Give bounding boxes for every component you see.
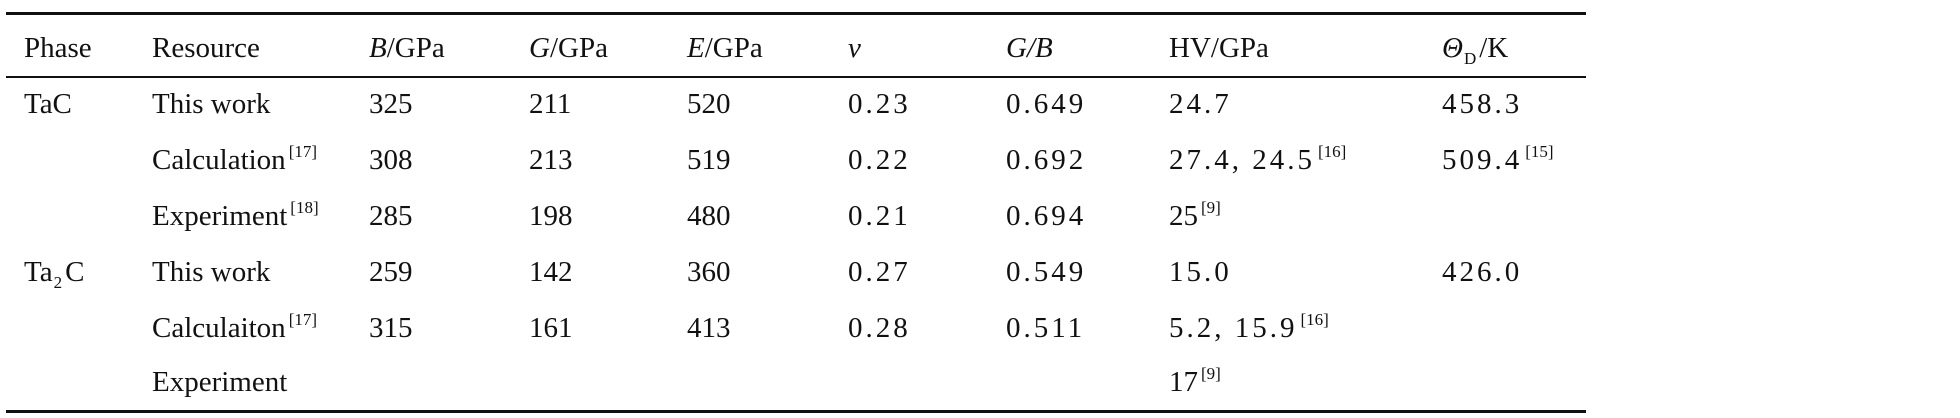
header-resource: Resource [152,32,260,64]
cell-poisson-ratio: 0.23 [848,88,911,120]
header-theta-unit: /K [1479,32,1509,64]
header-hardness: HV/GPa [1169,32,1269,64]
resource-citation: [17] [288,310,318,329]
table-bottom-rule [6,410,1586,413]
cell-bulk-modulus: 315 [369,312,413,344]
cell-g-over-b: 0.694 [1006,200,1087,232]
cell-hardness: 25 [9] [1169,188,1221,244]
cell-resource: Calculation [17] [152,132,317,188]
cell-young-modulus: 519 [687,144,731,176]
cell-poisson-ratio: 0.22 [848,144,911,176]
cell-young-modulus: 360 [687,256,731,288]
cell-hardness: 5.2, 15.9 [16] [1169,300,1329,356]
hardness-citation: [16] [1300,310,1329,329]
cell-g-over-b: 0.511 [1006,312,1086,344]
cell-poisson-ratio: 0.28 [848,312,911,344]
resource-text: Experiment [152,200,288,232]
debye-citation: [15] [1525,142,1554,161]
cell-debye-temperature: 426.0 [1442,256,1523,288]
cell-debye-temperature: 509.4 [15] [1442,132,1554,188]
header-young-modulus: E/GPa [687,20,763,76]
header-g-symbol: G [529,32,550,64]
header-b-unit: /GPa [386,32,445,64]
hardness-text: 5.2, 15.9 [1169,312,1298,344]
cell-resource: This work [152,88,271,120]
cell-poisson-ratio: 0.21 [848,200,911,232]
header-theta-symbol: Θ [1442,32,1463,64]
header-g-unit: /GPa [549,32,608,64]
debye-text: 509.4 [1442,144,1523,176]
cell-phase: TaC [24,88,72,120]
cell-g-over-b: 0.649 [1006,88,1087,120]
cell-resource: This work [152,256,271,288]
cell-bulk-modulus: 259 [369,256,413,288]
table-row: Ta2 C This work 259 142 360 0.27 0.549 15… [6,244,1586,300]
cell-poisson-ratio: 0.27 [848,256,911,288]
cell-resource: Calculaiton [17] [152,300,317,356]
table-row: Calculaiton [17] 315 161 413 0.28 0.511 5… [6,300,1586,356]
cell-phase: Ta2 C [24,244,84,300]
header-poisson-ratio: ν [848,32,861,64]
cell-bulk-modulus: 308 [369,144,413,176]
cell-young-modulus: 413 [687,312,731,344]
cell-shear-modulus: 211 [529,88,572,120]
table-top-rule [6,12,1586,15]
cell-young-modulus: 520 [687,88,731,120]
header-shear-modulus: G/GPa [529,20,608,76]
hardness-citation: [16] [1318,142,1347,161]
cell-resource: Experiment [18] [152,188,319,244]
cell-hardness: 17 [9] [1169,354,1221,410]
cell-shear-modulus: 198 [529,200,573,232]
header-bulk-modulus: B/GPa [369,20,445,76]
header-debye-temperature: ΘD/K [1442,20,1508,76]
hardness-citation: [9] [1201,364,1221,383]
phase-subscript: 2 [53,273,63,292]
cell-hardness: 27.4, 24.5 [16] [1169,132,1346,188]
table-row: TaC This work 325 211 520 0.23 0.649 24.… [6,76,1586,132]
header-g-over-b: G/B [1006,32,1053,64]
hardness-citation: [9] [1201,198,1221,217]
cell-debye-temperature: 458.3 [1442,88,1523,120]
table-row: Experiment 17 [9] [6,354,1586,410]
cell-g-over-b: 0.692 [1006,144,1087,176]
table-row: Calculation [17] 308 213 519 0.22 0.692 2… [6,132,1586,188]
header-e-unit: /GPa [704,32,763,64]
header-phase: Phase [24,32,92,64]
hardness-text: 25 [1169,200,1198,232]
cell-shear-modulus: 213 [529,144,573,176]
table-header-rule [6,76,1586,78]
resource-citation: [18] [290,198,319,217]
phase-base: Ta [24,256,53,288]
resource-text: Calculation [152,144,286,176]
table-row: Experiment [18] 285 198 480 0.21 0.694 25… [6,188,1586,244]
cell-hardness: 15.0 [1169,256,1232,288]
cell-resource: Experiment [152,366,288,398]
phase-tail: C [65,256,85,288]
cell-g-over-b: 0.549 [1006,256,1087,288]
table-header-row: Phase Resource B/GPa G/GPa E/GPa ν G/B H… [6,20,1586,76]
cell-young-modulus: 480 [687,200,731,232]
cell-shear-modulus: 142 [529,256,573,288]
header-b-symbol: B [369,32,387,64]
resource-citation: [17] [288,142,318,161]
hardness-text: 17 [1169,366,1198,398]
resource-text: Calculaiton [152,312,286,344]
cell-bulk-modulus: 285 [369,200,413,232]
header-theta-subscript: D [1463,49,1477,68]
header-e-symbol: E [687,32,705,64]
cell-bulk-modulus: 325 [369,88,413,120]
cell-shear-modulus: 161 [529,312,573,344]
cell-hardness: 24.7 [1169,88,1232,120]
hardness-text: 27.4, 24.5 [1169,144,1315,176]
